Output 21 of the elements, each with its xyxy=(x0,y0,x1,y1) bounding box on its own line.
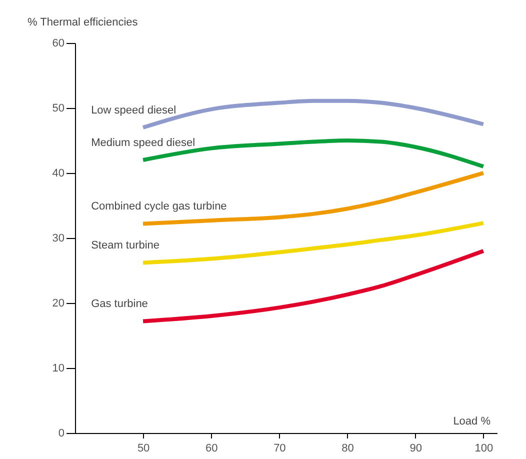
x-tick-label: 90 xyxy=(410,442,422,454)
series-label: Medium speed diesel xyxy=(91,137,196,149)
y-tick-label: 40 xyxy=(52,168,64,180)
y-tick-label: 30 xyxy=(52,232,64,244)
line-series xyxy=(141,171,486,226)
series-label: Low speed diesel xyxy=(91,104,176,116)
y-tick-label: 10 xyxy=(52,362,64,374)
x-tick-label: 50 xyxy=(137,442,150,454)
y-tick-label: 60 xyxy=(52,38,64,50)
y-tick-label: 0 xyxy=(58,428,64,440)
x-tick-label: 70 xyxy=(274,442,286,454)
y-axis-title: % Thermal efficiencies xyxy=(28,16,138,28)
x-tick-label: 80 xyxy=(342,442,354,454)
series-label: Combined cycle gas turbine xyxy=(91,200,227,213)
y-tick-label: 50 xyxy=(52,102,64,114)
x-tick-label: 100 xyxy=(474,442,494,454)
series-label: Gas turbine xyxy=(91,298,148,310)
x-axis-title: Load % xyxy=(453,416,491,428)
series-label: Steam turbine xyxy=(91,240,160,252)
y-tick-label: 20 xyxy=(52,298,64,310)
x-tick-label: 60 xyxy=(206,442,218,454)
